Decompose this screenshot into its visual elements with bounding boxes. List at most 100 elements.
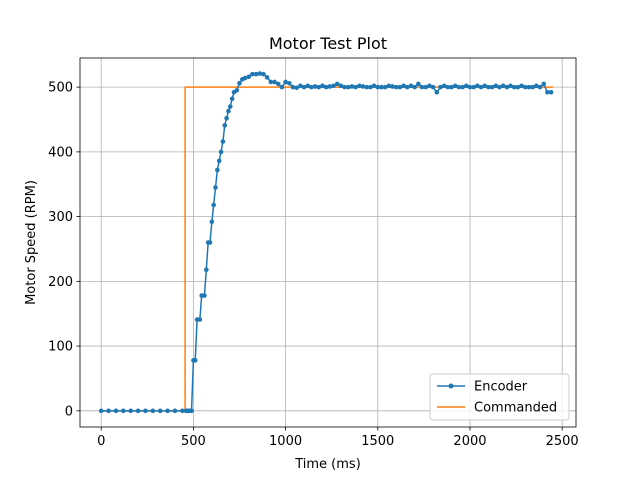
data-point-encoder — [218, 149, 224, 155]
data-point-encoder — [522, 84, 528, 90]
y-tick-label: 0 — [65, 404, 73, 419]
data-point-encoder — [404, 84, 410, 90]
data-point-encoder — [416, 81, 421, 87]
data-point-encoder — [530, 84, 535, 90]
data-point-encoder — [301, 84, 307, 90]
data-point-encoder — [338, 83, 344, 89]
data-point-encoder — [382, 84, 388, 90]
data-point-encoder — [334, 81, 340, 87]
legend-marker-encoder — [448, 383, 454, 389]
data-point-encoder — [283, 79, 288, 85]
data-point-encoder — [215, 167, 220, 173]
data-point-encoder — [419, 84, 425, 90]
data-point-encoder — [309, 84, 314, 90]
data-point-encoder — [357, 83, 362, 89]
data-point-encoder — [368, 84, 373, 90]
data-point-encoder — [548, 90, 554, 95]
data-point-encoder — [504, 84, 510, 90]
y-axis: 0 100 200 300 400 500 — [48, 81, 80, 419]
data-point-encoder — [497, 84, 502, 90]
x-axis-label: Time (ms) — [294, 457, 361, 472]
data-point-encoder — [192, 358, 198, 363]
data-point-encoder — [511, 84, 517, 90]
data-point-encoder — [143, 408, 148, 414]
data-point-encoder — [471, 84, 476, 90]
data-point-encoder — [452, 83, 458, 89]
y-tick-label: 100 — [48, 340, 73, 355]
data-point-encoder — [268, 79, 274, 85]
y-tick-label: 300 — [48, 210, 73, 225]
data-point-encoder — [253, 71, 259, 77]
data-point-encoder — [526, 84, 532, 90]
data-point-encoder — [298, 83, 303, 89]
plot-frame — [79, 57, 577, 428]
data-point-encoder — [456, 84, 462, 90]
x-tick-label: 2000 — [453, 434, 486, 449]
data-point-encoder — [386, 83, 392, 89]
data-point-encoder — [331, 83, 336, 89]
data-point-encoder — [323, 84, 329, 90]
data-point-encoder — [272, 79, 277, 85]
data-point-encoder — [207, 240, 213, 245]
data-point-encoder — [434, 90, 440, 95]
data-point-encoder — [106, 408, 111, 414]
data-point-encoder — [438, 84, 443, 90]
data-point-encoder — [197, 317, 203, 322]
data-point-encoder — [305, 83, 311, 89]
data-point-encoder — [423, 84, 429, 90]
data-point-encoder — [475, 83, 480, 89]
data-point-encoder — [342, 84, 347, 90]
data-point-encoder — [364, 84, 370, 90]
data-point-encoder — [237, 80, 242, 86]
data-point-encoder — [150, 408, 156, 414]
data-point-encoder — [397, 84, 403, 90]
data-point-encoder — [98, 408, 104, 414]
data-point-encoder — [257, 71, 263, 76]
data-point-encoder — [371, 83, 377, 89]
data-point-encoder — [227, 104, 233, 109]
data-point-encoder — [467, 84, 473, 90]
data-point-encoder — [220, 139, 226, 144]
x-tick-label: 1500 — [361, 434, 394, 449]
data-point-encoder — [202, 293, 207, 298]
data-point-encoder — [345, 84, 351, 90]
data-point-encoder — [534, 83, 539, 89]
data-point-encoder — [294, 85, 299, 91]
data-point-encoder — [545, 90, 550, 95]
data-point-encoder — [180, 408, 185, 414]
data-point-encoder — [113, 408, 119, 414]
data-point-encoder — [508, 83, 513, 89]
data-point-encoder — [441, 83, 447, 89]
legend-label-commanded: Commanded — [474, 401, 557, 416]
data-point-encoder — [445, 84, 451, 90]
data-point-encoder — [427, 83, 432, 89]
series-layer — [98, 71, 554, 414]
x-axis: 0 500 1000 1500 2000 2500 — [97, 427, 579, 449]
y-tick-label: 500 — [48, 81, 73, 96]
data-point-encoder — [226, 108, 231, 114]
x-tick-label: 2500 — [546, 434, 579, 449]
data-point-encoder — [279, 84, 285, 90]
data-point-encoder — [312, 84, 318, 89]
data-point-encoder — [165, 408, 170, 414]
data-point-encoder — [209, 219, 215, 225]
data-point-encoder — [375, 84, 381, 90]
data-point-encoder — [157, 408, 163, 414]
data-point-encoder — [500, 83, 506, 89]
chart-title: Motor Test Plot — [269, 34, 387, 53]
data-point-encoder — [246, 74, 252, 80]
data-point-encoder — [349, 84, 355, 89]
data-point-encoder — [213, 185, 218, 190]
data-point-encoder — [135, 408, 141, 414]
data-point-encoder — [360, 84, 366, 89]
legend-label-encoder: Encoder — [474, 380, 528, 395]
data-point-encoder — [537, 84, 543, 90]
legend: Encoder Commanded — [429, 373, 570, 421]
data-point-encoder — [390, 84, 395, 89]
data-point-encoder — [486, 84, 491, 90]
y-tick-label: 400 — [48, 145, 73, 160]
data-point-encoder — [493, 83, 499, 89]
data-point-encoder — [211, 202, 216, 208]
data-point-encoder — [541, 81, 547, 87]
